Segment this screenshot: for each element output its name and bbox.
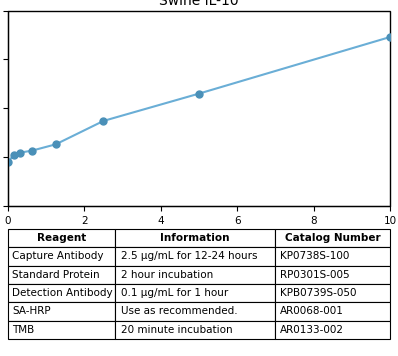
X-axis label: Protein (ng/mL): Protein (ng/mL) xyxy=(156,231,242,241)
Title: Swine IL-10: Swine IL-10 xyxy=(159,0,239,8)
